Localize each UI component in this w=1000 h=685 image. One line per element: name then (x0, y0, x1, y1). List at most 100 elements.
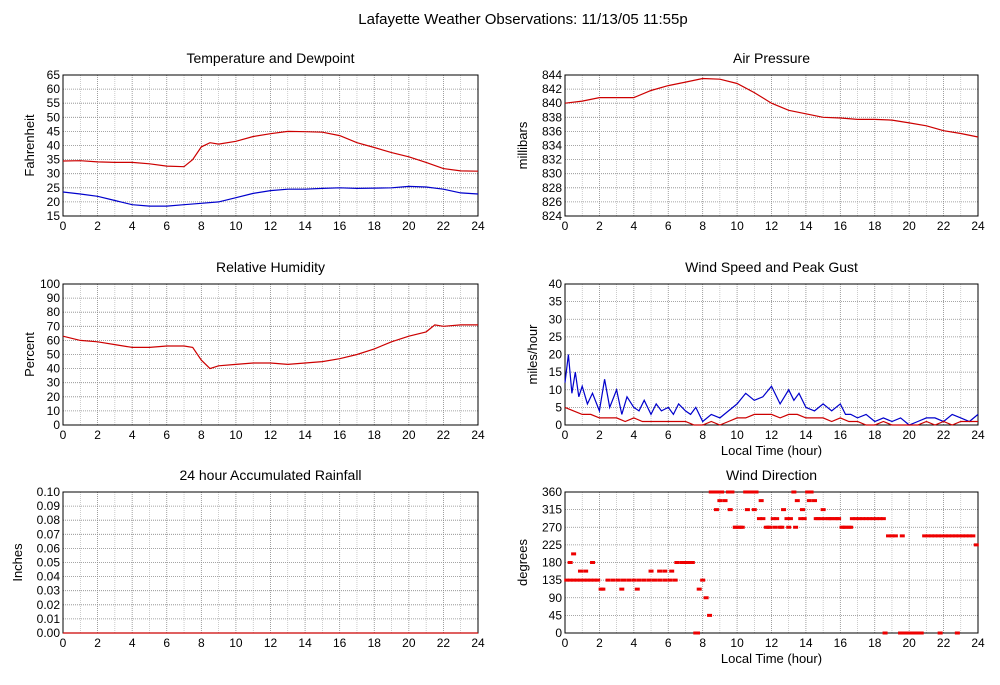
series-line-1 (564, 406, 978, 426)
wind-direction-point (805, 490, 811, 494)
x-tick-label: 22 (937, 219, 951, 233)
x-tick-label: 14 (799, 636, 813, 650)
wind-direction-point (956, 534, 962, 538)
x-tick-label: 6 (665, 219, 672, 233)
x-tick-label: 20 (402, 636, 416, 650)
y-axis-label: Percent (22, 332, 37, 377)
y-axis-label: miles/hour (525, 324, 540, 385)
wind-direction-point (581, 578, 587, 582)
wind-direction-point (571, 578, 577, 582)
chart-title: Wind Speed and Peak Gust (685, 259, 858, 275)
wind-direction-point (929, 534, 935, 538)
wind-direction-point (700, 578, 706, 582)
wind-direction-point (713, 508, 719, 512)
x-tick-label: 6 (665, 428, 672, 442)
x-tick-label: 8 (198, 636, 205, 650)
x-tick-label: 18 (368, 428, 382, 442)
y-tick-label: 844 (542, 68, 562, 82)
x-tick-label: 10 (730, 636, 744, 650)
wind-direction-point (954, 631, 960, 635)
wind-direction-point (615, 578, 621, 582)
x-axis-label: Local Time (hour) (721, 651, 822, 666)
y-tick-label: 20 (47, 195, 61, 209)
y-tick-label: 225 (542, 538, 562, 552)
wind-direction-point (662, 569, 668, 573)
wind-direction-point (841, 525, 847, 529)
wind-direction-point (794, 499, 800, 503)
wind-direction-point (648, 569, 654, 573)
y-tick-label: 50 (47, 348, 61, 362)
plot-frame (62, 74, 479, 217)
wind-direction-point (662, 578, 668, 582)
wind-direction-point (812, 499, 818, 503)
x-tick-label: 16 (834, 428, 848, 442)
x-tick-label: 0 (562, 219, 569, 233)
y-tick-label: 20 (47, 390, 61, 404)
wind-direction-point (939, 534, 945, 538)
wind-direction-point (880, 517, 886, 521)
x-tick-label: 2 (596, 428, 603, 442)
wind-direction-point (799, 508, 805, 512)
wind-direction-point (729, 490, 735, 494)
wind-direction-point (808, 490, 814, 494)
x-tick-label: 14 (298, 428, 312, 442)
x-tick-label: 12 (264, 219, 278, 233)
wind-direction-point (932, 534, 938, 538)
y-tick-label: 0.01 (37, 612, 61, 626)
x-tick-label: 16 (333, 428, 347, 442)
wind-direction-point (877, 517, 883, 521)
wind-direction-point (743, 490, 749, 494)
wind-direction-point (605, 578, 611, 582)
x-tick-label: 0 (562, 636, 569, 650)
wind-direction-point (610, 578, 616, 582)
wind-direction-point (779, 525, 785, 529)
x-tick-label: 14 (298, 636, 312, 650)
y-tick-label: 35 (47, 153, 61, 167)
x-tick-label: 10 (229, 428, 243, 442)
x-tick-label: 6 (163, 636, 170, 650)
series-line-0 (564, 354, 979, 426)
wind-direction-point (590, 561, 596, 564)
wind-direction-point (791, 490, 797, 494)
y-axis-label: Fahrenheit (22, 114, 37, 177)
wind-direction-point (669, 569, 675, 573)
wind-direction-point (901, 631, 907, 635)
wind-direction-point (798, 517, 804, 521)
wind-direction-point (942, 534, 948, 538)
x-tick-label: 2 (596, 219, 603, 233)
wind-direction-point (672, 578, 678, 582)
y-tick-label: 828 (542, 181, 562, 195)
wind-direction-point (886, 534, 892, 538)
wind-direction-point (753, 490, 759, 494)
wind-direction-point (722, 499, 728, 503)
x-tick-label: 2 (94, 219, 101, 233)
x-tick-label: 18 (368, 636, 382, 650)
x-tick-label: 0 (60, 219, 67, 233)
wind-direction-point (970, 534, 976, 538)
wind-direction-point (621, 578, 627, 582)
y-tick-label: 826 (542, 195, 562, 209)
wind-direction-point (682, 561, 688, 564)
x-tick-label: 22 (937, 428, 951, 442)
x-tick-label: 10 (229, 636, 243, 650)
y-axis-label: Inches (10, 543, 25, 582)
wind-direction-point (760, 517, 766, 521)
wind-direction-point (619, 587, 625, 591)
wind-direction-point (848, 525, 854, 529)
wind-direction-point (750, 490, 756, 494)
y-tick-label: 315 (542, 503, 562, 517)
x-tick-label: 24 (971, 636, 985, 650)
y-tick-label: 10 (47, 404, 61, 418)
y-axis-label: degrees (515, 539, 530, 586)
y-tick-label: 0 (555, 418, 562, 432)
wind-direction-point (801, 517, 807, 521)
x-tick-label: 20 (902, 428, 916, 442)
y-tick-label: 40 (47, 362, 61, 376)
y-tick-label: 834 (542, 139, 562, 153)
wind-direction-point (772, 525, 778, 529)
y-tick-label: 45 (47, 124, 61, 138)
x-tick-label: 22 (437, 636, 451, 650)
